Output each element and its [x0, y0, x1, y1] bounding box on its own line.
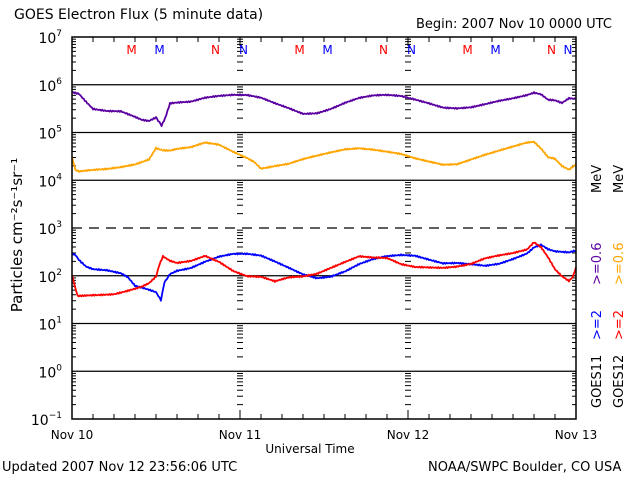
y-axis-label: Particles cm⁻²s⁻¹sr⁻¹ [8, 158, 26, 312]
legend-low-energy: >=2 [590, 310, 605, 340]
y-tick-label: 104 [38, 172, 62, 190]
marker-n-red: N [547, 43, 556, 57]
y-tick-label: 106 [38, 77, 62, 95]
marker-m-blue: M [154, 43, 164, 57]
updated-timestamp: Updated 2007 Nov 12 23:56:06 UTC [2, 460, 238, 475]
marker-n-red: N [211, 43, 220, 57]
legend-high-energy: >=0.6 [612, 243, 627, 285]
x-tick-labels: Nov 10 Nov 11 Nov 12 Nov 13 [51, 428, 598, 442]
legend-unit: MeV [612, 165, 627, 193]
marker-n-red: N [379, 43, 388, 57]
marker-m-red: M [126, 43, 136, 57]
y-tick-label: 101 [38, 316, 62, 334]
y-tick-label: 103 [38, 220, 62, 238]
legend-high-energy: >=0.6 [590, 243, 605, 285]
x-tick-label: Nov 12 [387, 428, 430, 442]
x-tick-label: Nov 11 [219, 428, 262, 442]
y-tick-label: 100 [38, 363, 62, 381]
series-goes12-0-6-mev [71, 140, 577, 173]
legend-satellite-goes12: GOES12 [612, 355, 627, 408]
x-axis-label: Universal Time [265, 442, 354, 456]
chart-title: GOES Electron Flux (5 minute data) [14, 7, 264, 23]
credit-label: NOAA/SWPC Boulder, CO USA [428, 460, 622, 475]
x-tick-label: Nov 10 [51, 428, 94, 442]
y-tick-label: 10−1 [31, 411, 62, 429]
begin-time-label: Begin: 2007 Nov 10 0000 UTC [416, 17, 612, 32]
y-tick-label: 105 [38, 125, 62, 143]
marker-m-blue: M [490, 43, 500, 57]
series-goes12-2-mev [71, 241, 577, 298]
marker-n-blue: N [239, 43, 248, 57]
series-goes11-2-mev [71, 243, 577, 302]
grid-lines [72, 84, 576, 372]
legend-low-energy: >=2 [612, 310, 627, 340]
legend-unit: MeV [590, 165, 605, 193]
marker-n-blue: N [564, 43, 573, 57]
series-goes11-0-6-mev [71, 91, 577, 127]
y-tick-label: 102 [38, 268, 62, 286]
marker-n-blue: N [407, 43, 416, 57]
marker-m-red: M [294, 43, 304, 57]
series-layer [71, 91, 577, 302]
legend: GOES11 >=2 >=0.6 MeV GOES12 >=2 >=0.6 MeV [590, 165, 627, 408]
x-tick-label: Nov 13 [555, 428, 598, 442]
marker-m-blue: M [322, 43, 332, 57]
legend-satellite-goes11: GOES11 [590, 355, 605, 408]
y-tick-label: 107 [38, 29, 62, 47]
marker-m-red: M [462, 43, 472, 57]
y-tick-labels: 107 106 105 104 103 102 101 100 10−1 [31, 29, 62, 429]
plot-frame [71, 36, 577, 420]
